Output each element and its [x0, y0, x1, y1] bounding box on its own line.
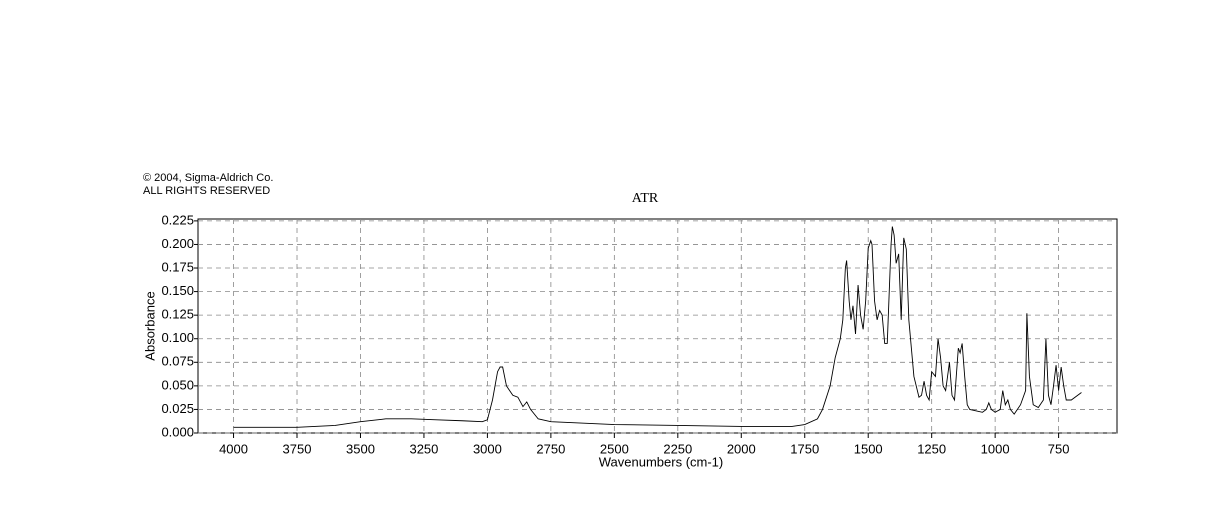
x-tick-label: 750 — [1048, 441, 1070, 456]
x-tick-label: 3250 — [409, 441, 438, 456]
chart-title: ATR — [632, 191, 659, 206]
y-tick-label: 0.025 — [161, 401, 194, 416]
y-tick-label: 0.200 — [161, 236, 194, 251]
x-tick-label: 1500 — [854, 441, 883, 456]
x-tick-label: 4000 — [219, 441, 248, 456]
y-tick-label: 0.000 — [161, 424, 194, 439]
y-tick-label: 0.100 — [161, 330, 194, 345]
y-tick-label: 0.175 — [161, 259, 194, 274]
y-tick-label: 0.050 — [161, 377, 194, 392]
x-tick-label: 1000 — [981, 441, 1010, 456]
y-tick-label: 0.225 — [161, 212, 194, 227]
y-tick-label: 0.150 — [161, 283, 194, 298]
x-tick-label: 3500 — [346, 441, 375, 456]
y-tick-label: 0.075 — [161, 354, 194, 369]
x-tick-label: 2000 — [727, 441, 756, 456]
spectrum-line — [233, 226, 1082, 428]
x-tick-label: 1250 — [917, 441, 946, 456]
x-axis-label: Wavenumbers (cm-1) — [599, 454, 723, 469]
copyright: © 2004, Sigma-Aldrich Co. — [143, 172, 273, 184]
plot-frame — [197, 218, 1118, 434]
y-axis-label: Absorbance — [142, 291, 157, 360]
x-tick-label: 3000 — [473, 441, 502, 456]
x-tick-label: 3750 — [283, 441, 312, 456]
x-tick-label: 1750 — [790, 441, 819, 456]
x-tick-label: 2250 — [663, 441, 692, 456]
y-tick-label: 0.125 — [161, 307, 194, 322]
rights: ALL RIGHTS RESERVED — [143, 185, 270, 197]
x-tick-label: 2750 — [536, 441, 565, 456]
x-tick-label: 2500 — [600, 441, 629, 456]
